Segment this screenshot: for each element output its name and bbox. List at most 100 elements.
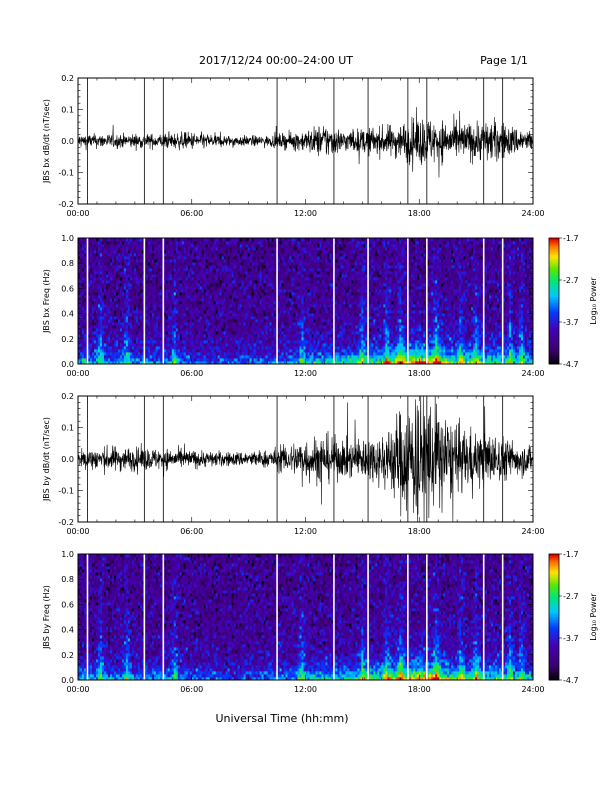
spectrogram-cell [297,277,300,281]
spectrogram-cell [179,271,183,275]
spectrogram-cell [233,292,237,296]
spectrogram-cell [279,307,282,311]
spectrogram-cell [131,322,135,326]
spectrogram-cell [277,361,280,365]
spectrogram-cell [145,280,149,284]
spectrogram-cell [227,310,231,314]
spectrogram-cell [195,322,199,326]
spectrogram-cell [163,304,167,308]
spectrogram-cell [145,322,149,326]
spectrogram-cell [243,343,247,347]
spectrogram-cell [99,325,103,329]
spectrogram-cell [221,283,225,287]
spectrogram-cell [177,310,181,314]
spectrogram-cell [113,346,117,350]
spectrogram-cell [187,295,191,299]
spectrogram-cell [225,292,229,296]
spectrogram-cell [245,301,249,305]
spectrogram-cell [277,238,280,242]
spectrogram-cell [149,307,153,311]
spectrogram-cell [299,280,302,284]
spectrogram-cell [159,343,163,347]
spectrogram-cell [175,304,179,308]
spectrogram-cell [253,325,257,329]
spectrogram-cell [171,349,175,353]
spectrogram-cell [105,313,109,317]
spectrogram-cell [169,253,173,257]
spectrogram-cell [115,346,119,350]
spectrogram-cell [107,268,111,272]
spectrogram-cell [91,292,95,296]
spectrogram-cell [277,346,280,350]
spectrogram-cell [227,298,231,302]
spectrogram-cell [101,358,105,362]
spectrogram-cell [111,358,115,362]
spectrogram-cell [80,241,83,245]
page-title: 2017/12/24 00:00–24:00 UT [199,54,353,67]
spectrogram-cell [173,265,177,269]
spectrogram-cell [271,340,274,344]
spectrogram-cell [127,283,131,287]
spectrogram-cell [199,253,203,257]
spectrogram-cell [271,292,274,296]
spectrogram-cell [267,325,270,329]
spectrogram-cell [301,289,304,293]
spectrogram-cell [125,334,129,338]
spectrogram-cell [235,292,239,296]
spectrogram-cell [123,325,127,329]
spectrogram-cell [119,247,123,251]
spectrogram-cell [303,286,306,290]
spectrogram-cell [87,298,91,302]
spectrogram-cell [101,286,105,290]
spectrogram-cell [95,355,99,359]
spectrogram-cell [175,298,179,302]
spectrogram-cell [295,307,298,311]
spectrogram-cell [231,310,235,314]
spectrogram-cell [289,334,292,338]
spectrogram-cell [149,331,153,335]
spectrogram-cell [273,346,276,350]
spectrogram-cell [151,349,155,353]
spectrogram-cell [269,337,272,341]
spectrogram-cell [279,340,282,344]
spectrogram-cell [91,295,95,299]
spectrogram-cell [101,304,105,308]
spectrogram-cell [81,358,85,362]
spectrogram-cell [105,274,109,278]
spectrogram-cell [217,244,221,248]
spectrogram-cell [249,304,253,308]
spectrogram-cell [225,316,229,320]
spectrogram-cell [117,304,121,308]
spectrogram-cell [97,286,101,290]
spectrogram-cell [103,277,107,281]
spectrogram-cell [181,316,185,320]
spectrogram-cell [213,358,217,362]
spectrogram-cell [115,286,119,290]
spectrogram-cell [265,241,268,245]
spectrogram-cell [111,307,115,311]
spectrogram-cell [197,346,201,350]
spectrogram-cell [157,280,161,284]
spectrogram-cell [93,256,97,260]
spectrogram-cell [283,343,286,347]
spectrogram-cell [251,337,255,341]
spectrogram-cell [127,268,131,272]
spectrogram-cell [103,256,107,260]
spectrogram-cell [137,304,141,308]
spectrogram-cell [153,334,157,338]
spectrogram-cell [239,262,243,266]
spectrogram-cell [111,295,115,299]
spectrogram-cell [251,280,255,284]
spectrogram-cell [145,340,149,344]
spectrogram-cell [297,259,300,263]
spectrogram-cell [149,301,153,305]
spectrogram-cell [123,355,127,359]
spectrogram-cell [259,277,262,281]
spectrogram-cell [279,316,282,320]
spectrogram-cell [83,328,87,332]
spectrogram-cell [87,283,91,287]
spectrogram-cell [119,241,123,245]
spectrogram-cell [121,301,125,305]
spectrogram-cell [233,316,237,320]
spectrogram-cell [187,313,191,317]
